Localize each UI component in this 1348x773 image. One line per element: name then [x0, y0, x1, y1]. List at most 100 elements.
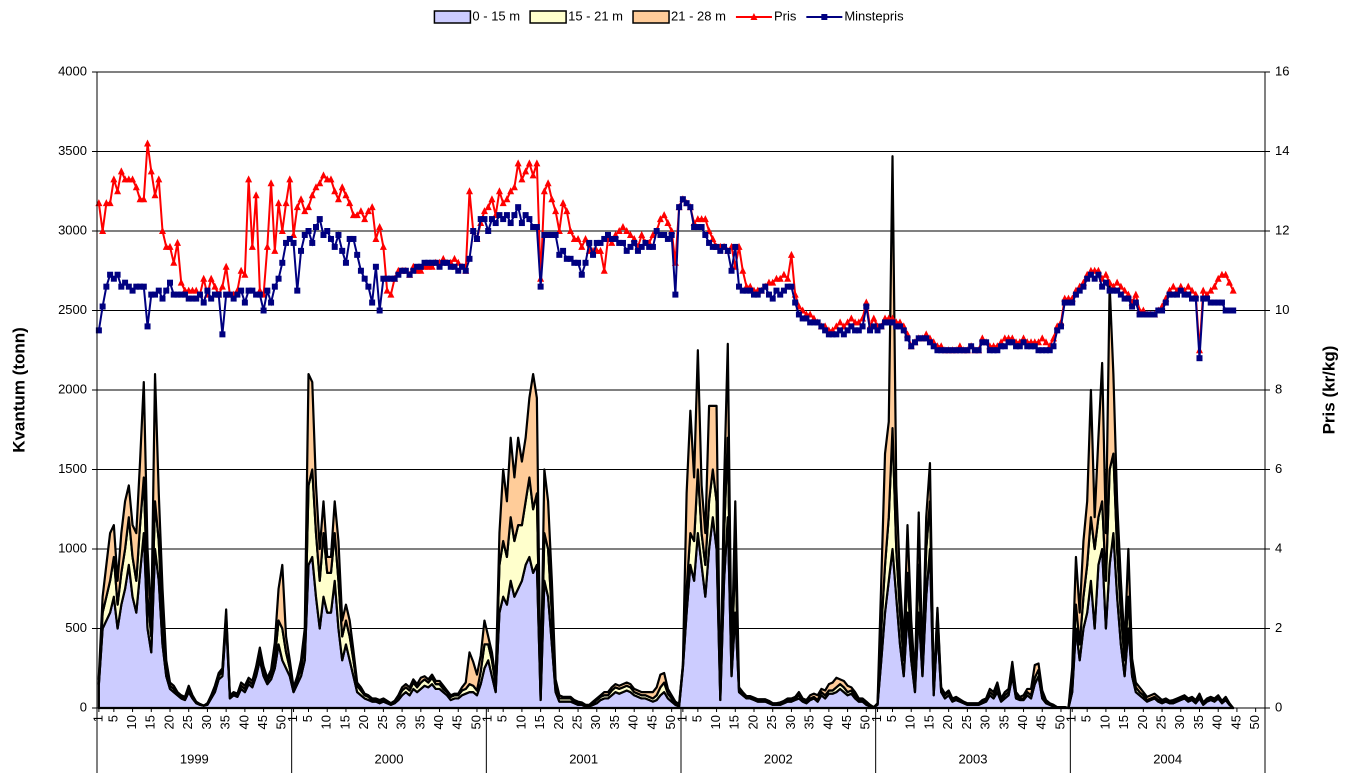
x-tick-label: 35 — [802, 715, 817, 729]
marker — [147, 167, 155, 175]
marker — [241, 299, 248, 306]
marker — [114, 187, 122, 195]
marker — [455, 267, 462, 274]
marker — [155, 287, 162, 294]
y2-tick-label: 8 — [1275, 381, 1282, 396]
x-tick-label: 20 — [356, 715, 371, 729]
marker — [193, 295, 200, 302]
marker — [219, 331, 226, 338]
x-tick-label: 45 — [1034, 715, 1049, 729]
marker — [1121, 295, 1128, 302]
marker — [769, 295, 776, 302]
y2-axis-title: Pris (kr/kg) — [1319, 346, 1338, 435]
marker — [268, 299, 275, 306]
marker — [518, 175, 526, 183]
legend-label: Pris — [774, 8, 797, 23]
x-tick-label: 20 — [1135, 715, 1150, 729]
marker — [1207, 299, 1214, 306]
marker — [376, 307, 383, 314]
y2-tick-label: 12 — [1275, 222, 1289, 237]
marker — [638, 243, 645, 250]
marker — [353, 211, 361, 219]
marker — [410, 267, 417, 274]
marker — [137, 283, 144, 290]
marker — [459, 263, 465, 270]
marker — [889, 319, 896, 326]
marker — [713, 243, 720, 250]
marker — [623, 227, 631, 234]
marker — [365, 283, 372, 290]
marker — [567, 255, 574, 262]
marker — [736, 283, 743, 290]
marker — [1102, 279, 1109, 286]
marker — [503, 212, 510, 219]
x-tick-label: 45 — [839, 715, 854, 729]
marker — [222, 262, 230, 270]
marker — [395, 271, 402, 278]
marker — [117, 167, 125, 175]
marker — [173, 238, 181, 246]
marker — [1028, 343, 1035, 350]
legend-label: 21 - 28 m — [671, 8, 726, 23]
marker — [369, 299, 376, 306]
marker — [1129, 303, 1136, 310]
x-tick-label: 1 — [869, 715, 884, 722]
marker — [440, 259, 447, 266]
marker — [754, 291, 761, 298]
marker — [1046, 347, 1053, 354]
marker — [1159, 307, 1166, 314]
marker — [1061, 299, 1068, 306]
marker — [1013, 343, 1020, 350]
marker — [679, 196, 686, 203]
marker — [331, 187, 339, 195]
marker — [200, 299, 207, 306]
marker — [1009, 339, 1016, 346]
marker — [200, 274, 208, 282]
marker — [294, 287, 301, 294]
x-tick-label: 40 — [820, 715, 835, 729]
marker — [762, 283, 769, 290]
marker — [211, 282, 219, 290]
x-tick-label: 1 — [285, 715, 300, 722]
marker — [99, 303, 106, 310]
marker — [803, 315, 810, 322]
marker — [1087, 271, 1094, 278]
marker — [522, 212, 529, 219]
marker — [530, 224, 537, 231]
x-tick-label: 15 — [143, 715, 158, 729]
marker — [1102, 270, 1110, 278]
x-group-label: 2001 — [569, 751, 598, 766]
marker — [492, 220, 499, 227]
x-tick-label: 20 — [940, 715, 955, 729]
marker — [818, 323, 825, 330]
marker — [787, 250, 795, 258]
marker — [308, 191, 316, 199]
marker — [1162, 299, 1169, 306]
marker — [218, 282, 226, 290]
legend-marker — [821, 14, 828, 20]
marker — [1114, 287, 1121, 294]
marker — [1039, 347, 1046, 354]
x-tick-label: 5 — [1079, 715, 1094, 722]
marker — [301, 207, 309, 215]
marker — [844, 327, 851, 334]
x-tick-label: 40 — [236, 715, 251, 729]
marker — [316, 179, 324, 187]
marker — [327, 175, 335, 183]
marker — [721, 243, 728, 250]
marker — [578, 242, 586, 250]
marker — [230, 295, 237, 302]
marker — [1147, 311, 1154, 318]
y-axis-title: Kvantum (tonn) — [9, 327, 28, 453]
marker — [1144, 311, 1151, 318]
marker — [1016, 343, 1023, 350]
marker — [402, 267, 409, 274]
marker — [444, 259, 451, 266]
marker — [773, 287, 780, 294]
y2-tick-label: 6 — [1275, 461, 1282, 476]
x-tick-label: 35 — [1191, 715, 1206, 729]
marker — [1140, 311, 1147, 318]
marker — [170, 258, 178, 266]
marker — [747, 287, 754, 294]
y2-tick-label: 2 — [1275, 620, 1282, 635]
